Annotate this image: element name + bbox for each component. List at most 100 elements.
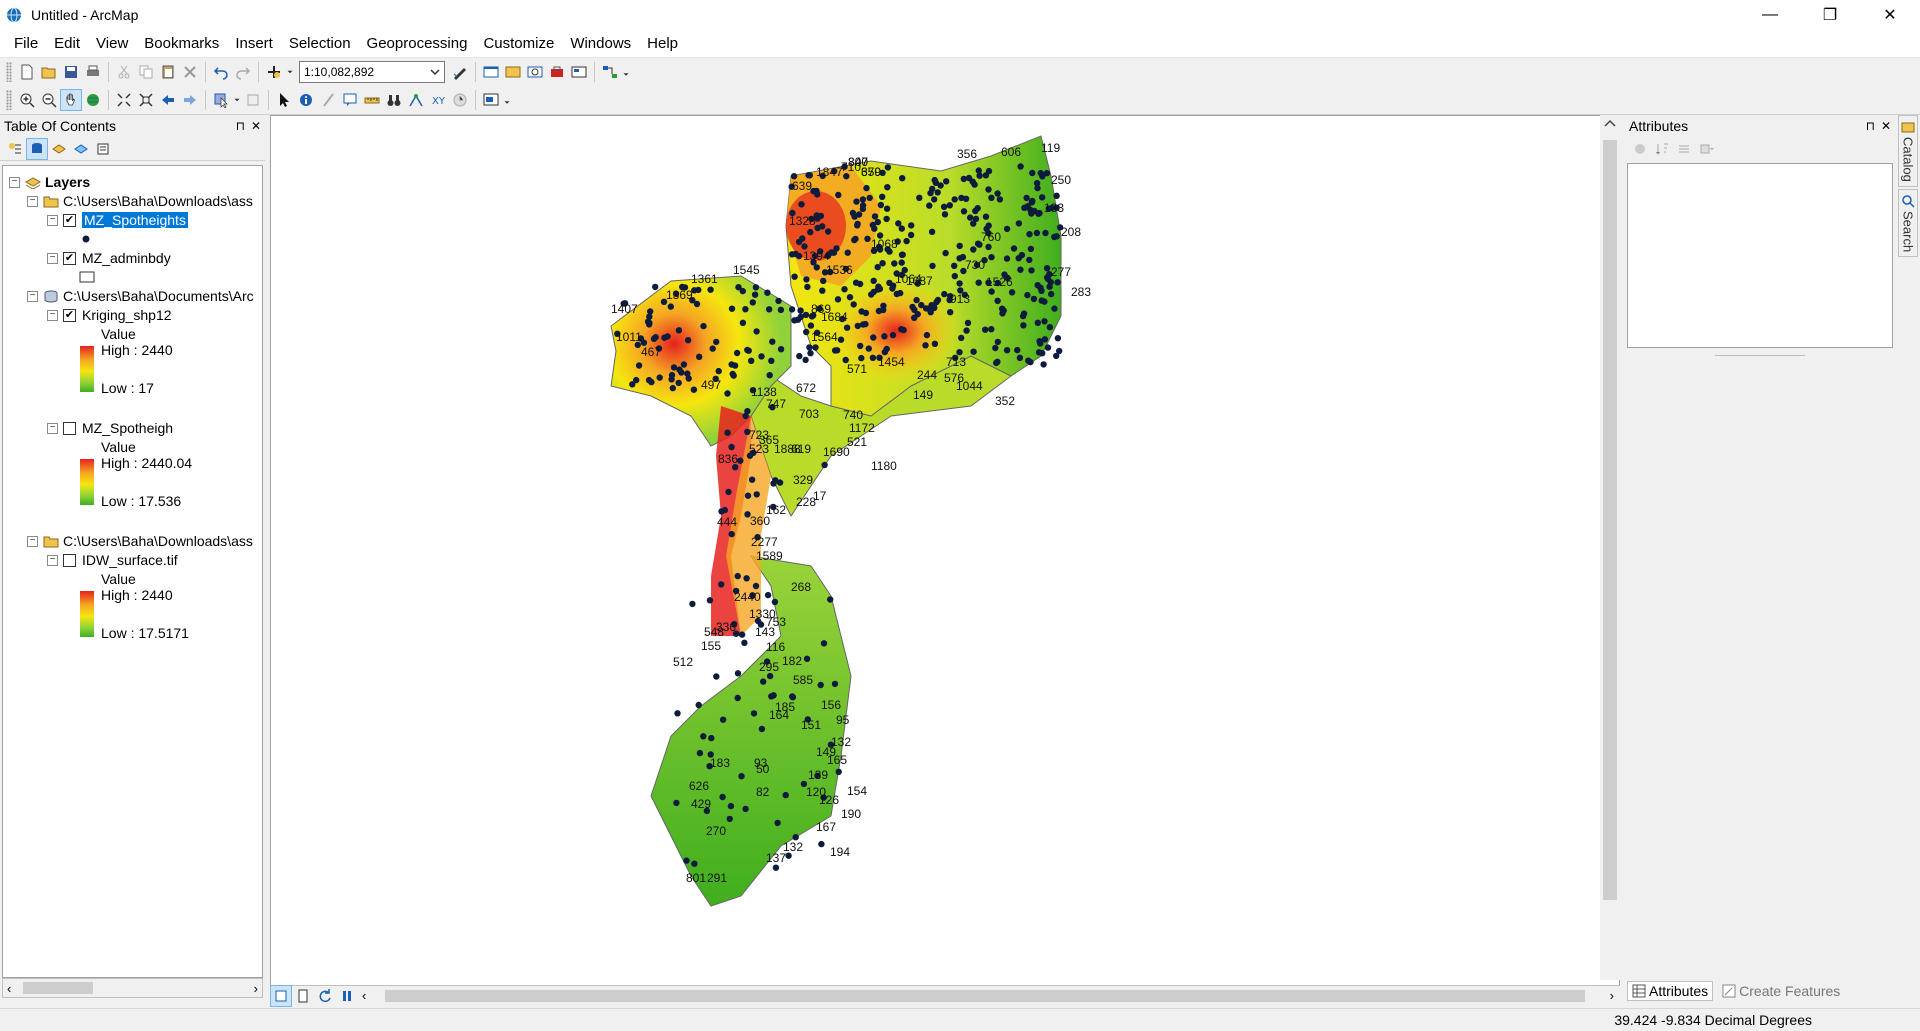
go-to-xy-icon[interactable]: XY <box>427 89 449 111</box>
polygon-symbol[interactable] <box>79 267 95 287</box>
menu-bookmarks[interactable]: Bookmarks <box>144 35 220 52</box>
forward-arrow-icon[interactable] <box>179 89 201 111</box>
dropdown-arrow-icon[interactable] <box>285 61 295 83</box>
list-by-drawing-order-icon[interactable] <box>4 138 26 160</box>
arctoolbox-icon[interactable] <box>546 61 568 83</box>
group-folder-downloads-1[interactable]: − C:\Users\Baha\Downloads\ass <box>27 191 253 211</box>
map-vertical-scrollbar[interactable] <box>1600 115 1620 980</box>
editor-toolbar-icon[interactable] <box>449 61 471 83</box>
paste-icon[interactable] <box>157 61 179 83</box>
collapse-toggle[interactable]: − <box>27 535 38 547</box>
group-folder-documents[interactable]: − C:\Users\Baha\Documents\Arc <box>27 286 254 306</box>
back-arrow-icon[interactable] <box>157 89 179 111</box>
hyperlink-icon[interactable] <box>317 89 339 111</box>
pan-hand-icon[interactable] <box>60 89 82 111</box>
toolbar-options-icon[interactable] <box>502 89 512 111</box>
search-window-icon[interactable] <box>524 61 546 83</box>
menu-edit[interactable]: Edit <box>54 35 81 52</box>
refresh-icon[interactable] <box>314 985 336 1007</box>
collapse-toggle[interactable]: − <box>27 290 38 302</box>
open-folder-icon[interactable] <box>38 61 60 83</box>
undo-icon[interactable] <box>210 61 232 83</box>
toolbar-grip[interactable] <box>6 90 12 110</box>
options-dropdown-icon[interactable] <box>1695 138 1717 160</box>
add-data-icon[interactable] <box>263 61 285 83</box>
cut-icon[interactable] <box>113 61 135 83</box>
copy-icon[interactable] <box>135 61 157 83</box>
group-folder-downloads-2[interactable]: − C:\Users\Baha\Downloads\ass <box>27 531 253 551</box>
scroll-up-icon[interactable] <box>1600 115 1620 131</box>
scrollbar-thumb[interactable] <box>1603 140 1617 900</box>
close-icon[interactable]: ✕ <box>1880 119 1891 133</box>
find-binoculars-icon[interactable] <box>383 89 405 111</box>
layer-visibility-checkbox[interactable]: ✔ <box>63 308 76 322</box>
layer-mz-adminbdy[interactable]: − ✔ MZ_adminbdy <box>47 248 171 268</box>
layer-mz-spotheigh[interactable]: − MZ_Spotheigh <box>47 418 173 438</box>
sort-icon[interactable] <box>1651 138 1673 160</box>
color-ramp-swatch[interactable] <box>80 591 94 637</box>
select-elements-pointer-icon[interactable] <box>273 89 295 111</box>
scroll-left-icon[interactable]: ‹ <box>7 980 12 996</box>
layer-mz-spotheights[interactable]: − ✔ MZ_Spotheights <box>47 210 188 230</box>
layer-kriging-shp12[interactable]: − ✔ Kriging_shp12 <box>47 305 172 325</box>
layer-list-icon[interactable] <box>1673 138 1695 160</box>
save-icon[interactable] <box>60 61 82 83</box>
layer-visibility-checkbox[interactable]: ✔ <box>63 213 76 227</box>
modelbuilder-icon[interactable] <box>599 61 621 83</box>
list-by-selection-icon[interactable] <box>70 138 92 160</box>
python-window-icon[interactable] <box>568 61 590 83</box>
attributes-tree[interactable] <box>1627 163 1893 348</box>
zoom-out-icon[interactable] <box>38 89 60 111</box>
layout-view-icon[interactable] <box>292 985 314 1007</box>
scroll-right-icon[interactable]: › <box>1609 988 1614 1003</box>
scrollbar-thumb[interactable] <box>385 990 1585 1002</box>
menu-selection[interactable]: Selection <box>288 35 351 52</box>
print-icon[interactable] <box>82 61 104 83</box>
create-viewer-window-icon[interactable] <box>480 89 502 111</box>
menu-windows[interactable]: Windows <box>570 35 632 52</box>
list-by-source-icon[interactable] <box>26 137 48 160</box>
pause-drawing-icon[interactable] <box>336 985 358 1007</box>
layer-visibility-checkbox[interactable] <box>63 421 76 435</box>
full-extent-globe-icon[interactable] <box>82 89 104 111</box>
fixed-zoom-in-icon[interactable] <box>113 89 135 111</box>
new-document-icon[interactable] <box>16 61 38 83</box>
menu-help[interactable]: Help <box>647 35 679 52</box>
collapse-toggle[interactable]: − <box>47 554 58 566</box>
fixed-zoom-out-icon[interactable] <box>135 89 157 111</box>
clear-selection-icon[interactable] <box>242 89 264 111</box>
time-slider-icon[interactable] <box>449 89 471 111</box>
layer-visibility-checkbox[interactable]: ✔ <box>63 251 76 265</box>
collapse-toggle[interactable]: − <box>47 422 58 434</box>
color-ramp-swatch[interactable] <box>80 459 94 505</box>
minimize-button[interactable]: — <box>1762 6 1778 23</box>
search-side-tab[interactable]: Search <box>1898 188 1918 258</box>
identify-icon[interactable] <box>295 89 317 111</box>
splitter[interactable] <box>1715 355 1805 356</box>
expand-all-icon[interactable] <box>1629 138 1651 160</box>
collapse-toggle[interactable]: − <box>9 176 20 188</box>
catalog-side-tab[interactable]: Catalog <box>1898 115 1918 187</box>
measure-icon[interactable] <box>361 89 383 111</box>
collapse-toggle[interactable]: − <box>47 252 58 264</box>
map-scale-combobox[interactable]: 1:10,082,892 <box>299 61 445 83</box>
layer-idw-surface[interactable]: − IDW_surface.tif <box>47 550 178 570</box>
toc-horizontal-scrollbar[interactable]: ‹ › <box>2 978 263 998</box>
list-by-visibility-icon[interactable] <box>48 138 70 160</box>
dropdown-arrow-icon[interactable] <box>232 89 242 111</box>
tab-attributes[interactable]: Attributes <box>1627 981 1714 1001</box>
catalog-window-icon[interactable] <box>502 61 524 83</box>
menu-geoprocessing[interactable]: Geoprocessing <box>366 35 468 52</box>
redo-icon[interactable] <box>232 61 254 83</box>
close-button[interactable]: ✕ <box>1883 7 1897 24</box>
layers-root[interactable]: − Layers <box>9 172 90 192</box>
toc-options-icon[interactable] <box>92 138 114 160</box>
close-icon[interactable]: ✕ <box>250 119 261 133</box>
menu-view[interactable]: View <box>96 35 129 52</box>
collapse-toggle[interactable]: − <box>27 195 38 207</box>
find-route-icon[interactable] <box>405 89 427 111</box>
select-features-icon[interactable] <box>210 89 232 111</box>
data-view-icon[interactable] <box>270 984 292 1007</box>
zoom-in-icon[interactable] <box>16 89 38 111</box>
